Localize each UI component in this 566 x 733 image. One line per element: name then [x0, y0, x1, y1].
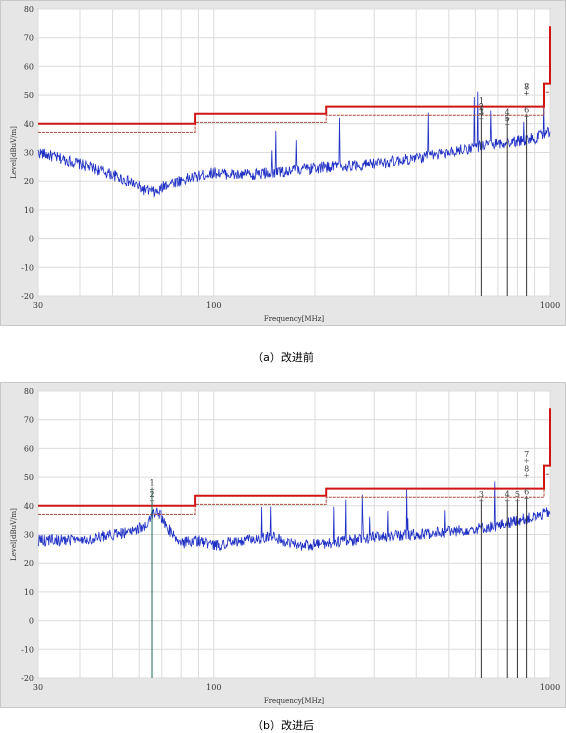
marker-point: + [149, 497, 155, 505]
marker-label: 2 [149, 490, 154, 499]
y-tick-label: -20 [21, 674, 34, 683]
x-tick-label: 30 [33, 683, 43, 692]
x-tick-label: 100 [206, 683, 221, 692]
x-tick-label: 1000 [540, 301, 560, 310]
y-tick-label: 60 [24, 62, 34, 71]
y-axis-title: Level[dBuV/m] [10, 126, 18, 179]
emi-chart-before-panel: 80 70 60 50 40 30 20 10 0 -10 -20 30 100 1000 Frequenc… [0, 0, 566, 326]
caption-before: （a）改进前 [252, 351, 314, 364]
marker-point: + [504, 121, 510, 129]
x-tick-label: 30 [33, 301, 43, 310]
series-measured-trace [37, 91, 551, 198]
markers: 1+2+3+4+5+6+7+8+ [149, 450, 530, 678]
y-tick-label: 10 [24, 588, 34, 597]
marker-point: + [524, 494, 530, 502]
y-tick-label: 40 [24, 502, 34, 511]
marker-point: + [524, 471, 530, 479]
marker-label: 3 [479, 490, 484, 499]
marker-label: 5 [515, 490, 520, 499]
marker-point: + [149, 486, 155, 494]
y-tick-label: 80 [24, 5, 34, 14]
y-tick-label: 30 [24, 149, 34, 158]
caption-after: （b）改进后 [252, 719, 314, 732]
y-tick-label: 60 [24, 444, 34, 453]
marker-point: + [524, 89, 530, 97]
marker-label: 6 [524, 105, 529, 114]
grid [37, 8, 551, 297]
x-axis-title: Frequency[MHz] [264, 315, 325, 323]
x-tick-label: 100 [206, 301, 221, 310]
marker-point: + [504, 115, 510, 123]
y-tick-label: 80 [24, 387, 34, 396]
marker-label: 6 [524, 487, 529, 496]
marker-point: + [478, 104, 484, 112]
marker-point: + [524, 89, 530, 97]
marker-label: 2 [479, 102, 484, 111]
y-tick-label: 20 [24, 559, 34, 568]
y-tick-label: 50 [24, 91, 34, 100]
y-tick-label: 70 [24, 34, 34, 43]
marker-point: + [524, 457, 530, 465]
marker-label: 8 [524, 464, 529, 473]
y-tick-label: 50 [24, 473, 34, 482]
marker-point: + [514, 497, 520, 505]
marker-label: 1 [149, 479, 154, 488]
marker-label: 5 [505, 114, 510, 123]
y-tick-label: 20 [24, 177, 34, 186]
x-tick-label: 1000 [540, 683, 560, 692]
y-tick-label: 30 [24, 531, 34, 540]
emi-chart-after-panel: 80 70 60 50 40 30 20 10 0 -10 -20 30 100 1000 Frequenc… [0, 382, 566, 708]
series-measured-trace [37, 481, 551, 552]
y-tick-label: 40 [24, 120, 34, 129]
series-limit-line [38, 408, 551, 507]
marker-point: + [478, 497, 484, 505]
y-tick-label: 0 [29, 617, 34, 626]
y-tick-label: -10 [21, 263, 34, 272]
y-tick-label: -10 [21, 645, 34, 654]
marker-point: + [524, 112, 530, 120]
y-tick-label: 70 [24, 416, 34, 425]
marker-label: 7 [524, 82, 529, 91]
y-axis-title: Level[dBuV/m] [10, 508, 18, 561]
y-tick-label: -20 [21, 292, 34, 301]
marker-label: 3 [479, 108, 484, 117]
y-tick-label: 0 [29, 235, 34, 244]
marker-label: 4 [505, 108, 510, 117]
marker-label: 1 [479, 97, 484, 106]
x-axis-title: Frequency[MHz] [264, 697, 325, 705]
marker-point: + [478, 115, 484, 123]
marker-label: 7 [524, 450, 529, 459]
marker-label: 8 [524, 82, 529, 91]
marker-label: 4 [505, 490, 510, 499]
marker-point: + [504, 497, 510, 505]
marker-point: + [478, 109, 484, 117]
markers: 1+2+3+4+5+6+7+8+ [478, 82, 530, 296]
series-limit-line [38, 26, 551, 125]
y-tick-label: 10 [24, 206, 34, 215]
